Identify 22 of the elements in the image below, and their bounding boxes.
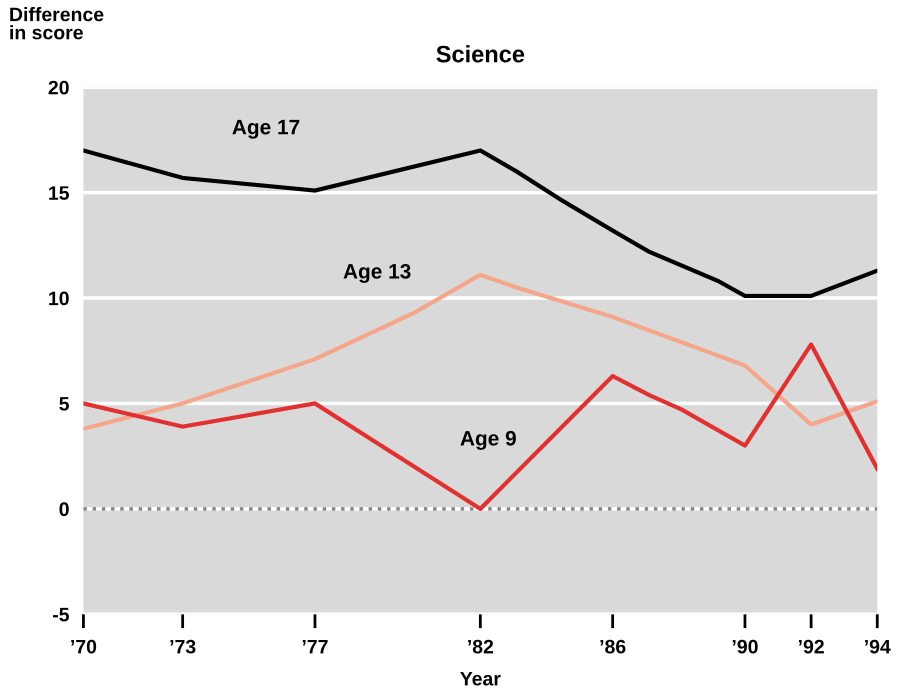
line-series xyxy=(83,148,878,298)
y-tick-label: 10 xyxy=(49,292,69,306)
x-tick-label: ’77 xyxy=(302,640,328,654)
x-tick-label: ’82 xyxy=(468,640,494,654)
text: Age 17 xyxy=(232,120,300,139)
series-label: Age 13 xyxy=(344,264,411,283)
series-label: Age 9 xyxy=(460,430,516,450)
y-tick-label: 15 xyxy=(49,186,69,200)
x-tick-label: ’90 xyxy=(732,640,758,654)
x-tick-label: ’70 xyxy=(71,640,96,654)
x-tick-label: ’86 xyxy=(600,640,626,654)
y-tick-label: 0 xyxy=(59,502,69,516)
y-tick-label: -5 xyxy=(53,608,69,622)
x-tick-label: ’94 xyxy=(865,640,891,654)
y-axis-title: Difference in score xyxy=(10,6,104,40)
x-tick-label: ’73 xyxy=(170,640,196,654)
y-tick-label: 5 xyxy=(59,397,69,411)
chart-title: Science xyxy=(436,45,524,62)
x-axis-title: Year xyxy=(460,672,501,686)
line-series xyxy=(83,342,878,511)
y-tick-label: 20 xyxy=(48,80,69,94)
x-tick-label: ’92 xyxy=(798,640,824,654)
